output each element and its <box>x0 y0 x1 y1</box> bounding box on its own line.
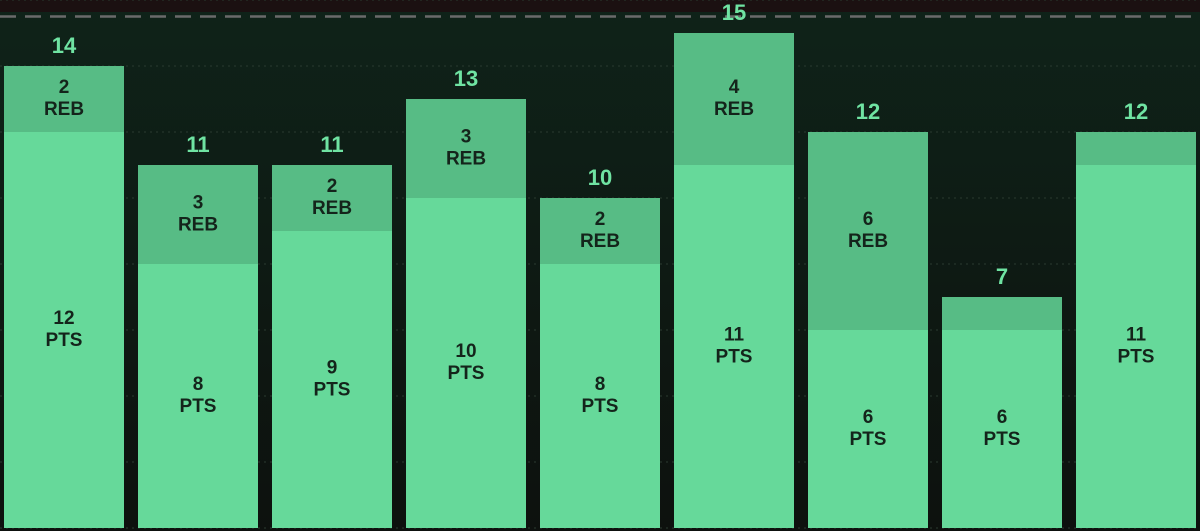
bar-segment <box>808 330 928 528</box>
bar-segment <box>674 33 794 165</box>
bar-segment <box>808 132 928 330</box>
segment-name: PTS <box>850 429 887 450</box>
bar-segment <box>942 330 1062 528</box>
segment-name: REB <box>446 149 486 170</box>
segment-name: PTS <box>180 396 217 417</box>
segment-value: 2 <box>327 176 338 197</box>
total-label: 13 <box>454 66 478 91</box>
bar-segment <box>942 297 1062 330</box>
segment-value: 12 <box>53 308 74 329</box>
segment-name: PTS <box>46 330 83 351</box>
bar-segment <box>1076 132 1196 165</box>
total-label: 11 <box>186 132 209 157</box>
bar-segment <box>138 165 258 264</box>
segment-name: PTS <box>1118 347 1155 368</box>
total-label: 12 <box>1124 99 1148 124</box>
segment-value: 11 <box>1126 325 1147 346</box>
bar-segment <box>272 231 392 528</box>
segment-value: 10 <box>455 341 476 362</box>
segment-name: REB <box>580 231 620 252</box>
bar-segment <box>406 99 526 198</box>
segment-value: 8 <box>193 374 204 395</box>
segment-name: REB <box>714 99 754 120</box>
bar-segment <box>1076 165 1196 528</box>
segment-value: 6 <box>863 209 874 230</box>
segment-name: REB <box>178 215 218 236</box>
bar-segment <box>4 66 124 132</box>
segment-value: 8 <box>595 374 606 395</box>
bar-segment <box>138 264 258 528</box>
total-label: 7 <box>996 264 1008 289</box>
segment-value: 6 <box>997 407 1008 428</box>
segment-value: 9 <box>327 358 338 379</box>
segment-value: 2 <box>59 77 70 98</box>
segment-value: 11 <box>724 325 745 346</box>
bar-segment <box>4 132 124 528</box>
segment-name: PTS <box>314 380 351 401</box>
bar-segment <box>540 198 660 264</box>
segment-value: 4 <box>729 77 740 98</box>
bar-segment <box>272 165 392 231</box>
segment-value: 2 <box>595 209 606 230</box>
segment-name: REB <box>848 231 888 252</box>
segment-name: PTS <box>582 396 619 417</box>
total-label: 12 <box>856 99 880 124</box>
total-label: 14 <box>52 33 77 58</box>
segment-value: 6 <box>863 407 874 428</box>
segment-name: PTS <box>716 347 753 368</box>
total-label: 11 <box>320 132 343 157</box>
bar-segment <box>674 165 794 528</box>
total-label: 15 <box>722 0 746 25</box>
segment-value: 3 <box>193 193 204 214</box>
segment-name: REB <box>312 198 352 219</box>
segment-value: 3 <box>461 127 472 148</box>
segment-name: PTS <box>448 363 485 384</box>
bar-segment <box>406 198 526 528</box>
segment-name: PTS <box>984 429 1021 450</box>
top-band <box>0 0 1200 12</box>
bar-segment <box>540 264 660 528</box>
segment-name: REB <box>44 99 84 120</box>
total-label: 10 <box>588 165 612 190</box>
